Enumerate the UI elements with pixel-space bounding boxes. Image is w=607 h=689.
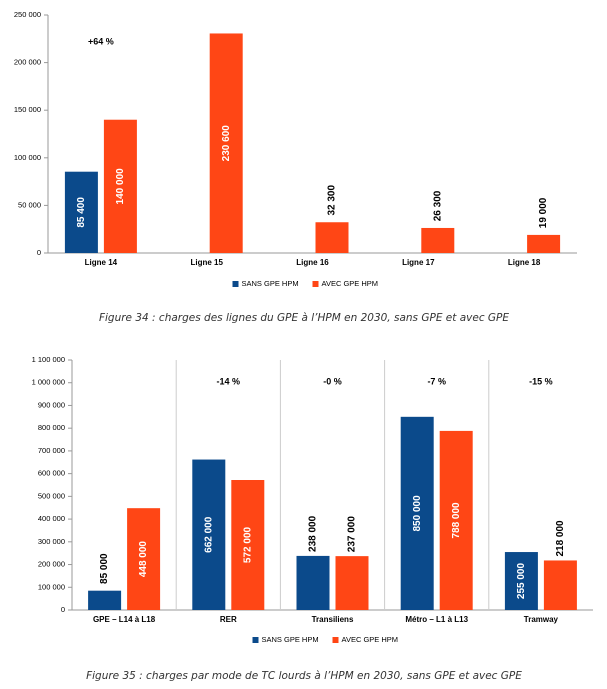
annotation: -15 % xyxy=(529,376,553,386)
bar xyxy=(400,416,434,610)
bar xyxy=(209,33,243,254)
bar xyxy=(231,480,265,610)
value-label: 32 300 xyxy=(327,185,338,216)
y-tick-label: 150 000 xyxy=(14,105,41,114)
y-tick-label: 250 000 xyxy=(14,10,41,19)
value-label: 140 000 xyxy=(115,168,126,205)
value-label: 850 000 xyxy=(412,495,423,532)
x-tick-label: Ligne 18 xyxy=(508,258,541,267)
y-tick-label: 50 000 xyxy=(18,200,41,209)
y-tick-label: 900 000 xyxy=(38,400,65,409)
x-tick-label: Métro – L1 à L13 xyxy=(405,615,468,624)
y-tick-label: 1 100 000 xyxy=(32,355,65,364)
figure-caption: Figure 34 : charges des lignes du GPE à … xyxy=(99,312,509,324)
y-tick-label: 500 000 xyxy=(38,491,65,500)
x-tick-label: Ligne 16 xyxy=(296,258,329,267)
value-label: 572 000 xyxy=(242,526,253,563)
bar xyxy=(421,227,455,253)
y-tick-label: 100 000 xyxy=(38,582,65,591)
x-tick-label: Ligne 14 xyxy=(85,258,118,267)
x-tick-label: RER xyxy=(220,615,237,624)
value-label: 218 000 xyxy=(555,520,566,557)
legend-swatch xyxy=(332,637,339,643)
value-label: 788 000 xyxy=(451,502,462,539)
value-label: 237 000 xyxy=(347,516,358,553)
figure-caption: Figure 35 : charges par mode de TC lourd… xyxy=(86,670,522,682)
y-tick-label: 200 000 xyxy=(38,560,65,569)
x-tick-label: Ligne 17 xyxy=(402,258,435,267)
bar xyxy=(103,119,137,253)
value-label: 662 000 xyxy=(203,516,214,553)
value-label: 19 000 xyxy=(538,197,549,228)
bar xyxy=(439,430,473,610)
bar xyxy=(296,555,330,610)
legend-swatch xyxy=(312,281,319,287)
value-label: 448 000 xyxy=(138,541,149,578)
x-tick-label: Tramway xyxy=(524,615,559,624)
annotation: -14 % xyxy=(217,376,241,386)
x-tick-label: GPE – L14 à L18 xyxy=(93,615,156,624)
y-tick-label: 800 000 xyxy=(38,423,65,432)
bar xyxy=(527,234,561,253)
bar xyxy=(335,556,369,610)
legend-label: AVEC GPE HPM xyxy=(342,635,399,644)
y-tick-label: 0 xyxy=(61,605,65,614)
value-label: 85 400 xyxy=(76,197,87,228)
y-tick-label: 300 000 xyxy=(38,537,65,546)
y-tick-label: 400 000 xyxy=(38,514,65,523)
legend-label: AVEC GPE HPM xyxy=(322,279,379,288)
annotation: +64 % xyxy=(88,36,114,46)
legend-label: SANS GPE HPM xyxy=(262,635,319,644)
annotation: -0 % xyxy=(323,376,342,386)
legend-swatch xyxy=(232,281,239,287)
value-label: 85 000 xyxy=(99,553,110,584)
x-tick-label: Ligne 15 xyxy=(190,258,223,267)
value-label: 238 000 xyxy=(308,515,319,552)
value-label: 230 600 xyxy=(221,125,232,162)
x-tick-label: Transiliens xyxy=(312,615,354,624)
y-tick-label: 700 000 xyxy=(38,446,65,455)
value-label: 26 300 xyxy=(432,190,443,221)
legend-label: SANS GPE HPM xyxy=(242,279,299,288)
y-tick-label: 600 000 xyxy=(38,469,65,478)
y-tick-label: 0 xyxy=(37,248,41,257)
bar xyxy=(127,508,161,610)
bar xyxy=(315,222,349,253)
y-tick-label: 1 000 000 xyxy=(32,378,65,387)
legend-swatch xyxy=(252,637,259,643)
y-tick-label: 100 000 xyxy=(14,153,41,162)
y-tick-label: 200 000 xyxy=(14,58,41,67)
bar xyxy=(504,552,538,610)
value-label: 255 000 xyxy=(516,563,527,600)
bar xyxy=(88,590,122,610)
bar xyxy=(192,459,226,610)
annotation: -7 % xyxy=(427,376,446,386)
bar xyxy=(64,171,98,253)
bar xyxy=(543,560,577,610)
